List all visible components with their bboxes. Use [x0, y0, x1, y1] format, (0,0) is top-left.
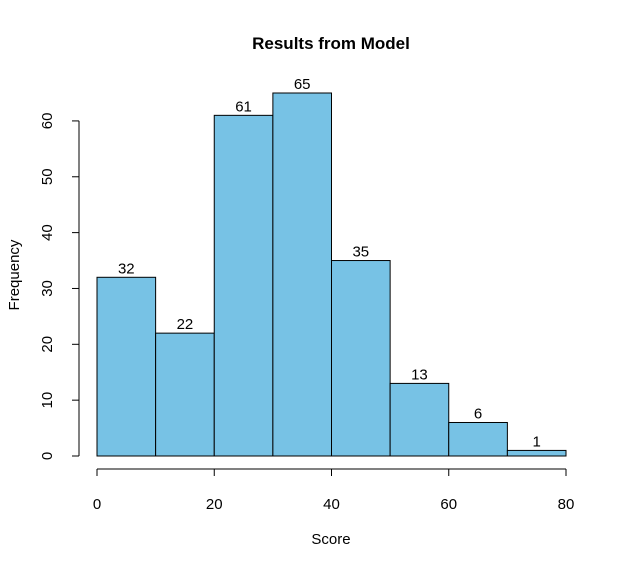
y-tick-label: 60	[39, 113, 56, 130]
x-tick-label: 20	[206, 496, 223, 513]
x-tick-label: 80	[558, 496, 575, 513]
y-tick-label: 50	[39, 168, 56, 185]
y-tick-label: 10	[39, 392, 56, 409]
x-tick-label: 60	[440, 496, 457, 513]
histogram-bar	[155, 332, 215, 457]
bar-value-label: 6	[474, 405, 482, 422]
bar-value-label: 22	[177, 316, 194, 333]
y-tick-label: 30	[39, 280, 56, 297]
bar-value-label: 32	[118, 260, 135, 277]
bars-group	[96, 92, 567, 457]
histogram-bar	[96, 276, 157, 457]
x-tick-label: 40	[323, 496, 340, 513]
bar-value-label: 35	[352, 244, 369, 261]
histogram-bar	[389, 382, 450, 457]
y-tick-label: 0	[39, 452, 56, 460]
x-axis-label: Score	[311, 531, 350, 548]
histogram-bar	[448, 421, 508, 457]
histogram-bar	[506, 449, 567, 457]
x-tick-label: 0	[93, 496, 101, 513]
x-axis: 0 20 40 60 80	[93, 468, 575, 513]
y-tick-label: 20	[39, 336, 56, 353]
chart-title: Results from Model	[252, 34, 410, 53]
bar-value-label: 13	[411, 366, 428, 383]
histogram-bar	[272, 92, 332, 457]
histogram-bar	[213, 114, 274, 457]
histogram-bar	[331, 260, 391, 457]
y-tick-label: 40	[39, 224, 56, 241]
y-axis-label: Frequency	[6, 239, 23, 310]
bar-value-label: 61	[235, 98, 252, 115]
bar-value-label: 65	[294, 76, 311, 93]
bar-value-label: 1	[533, 433, 541, 450]
y-axis: 0 10 20 30 40 50 60	[39, 113, 80, 460]
